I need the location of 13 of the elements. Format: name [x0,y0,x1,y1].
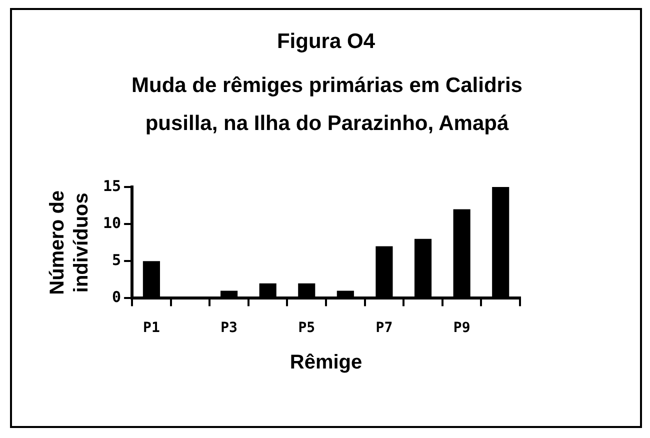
x-tick-label: P9 [453,320,470,336]
x-tick-label: P3 [220,320,238,336]
y-tick-label: 5 [112,251,122,270]
x-tick-label: P1 [143,320,160,336]
chart-subtitle: Muda de rêmiges primárias em Calidris pusilla, na Ilha do Parazinho, Amapá [130,73,524,137]
y-tick-label: 0 [112,288,122,306]
chart-title: Figura O4 [276,30,376,54]
x-axis-title: Rêmige [290,352,362,374]
x-tick-label: P7 [376,320,393,336]
y-tick-label: 10 [103,214,122,232]
y-tick-label: 15 [103,176,122,195]
y-axis-title: Número de indivíduos [46,190,93,295]
x-tick-label: P5 [298,320,316,336]
